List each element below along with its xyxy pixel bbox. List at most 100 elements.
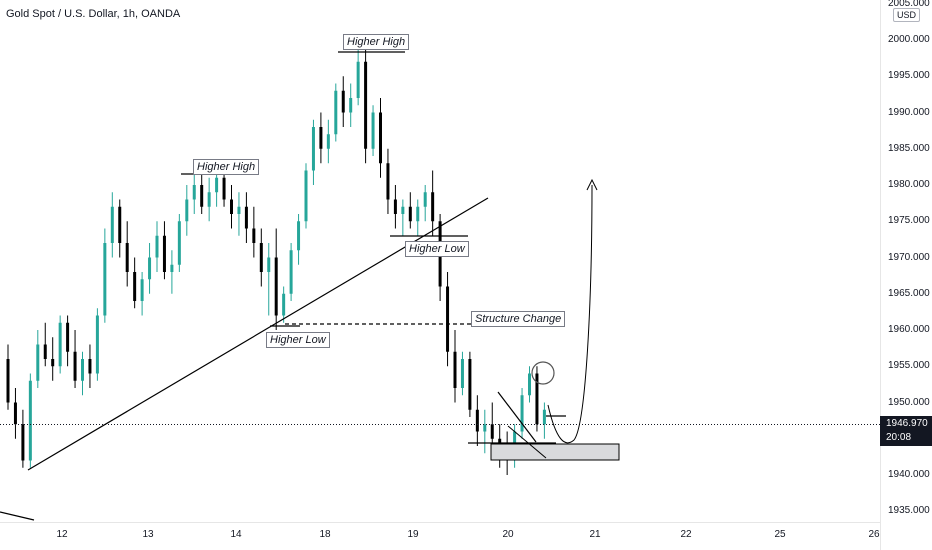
candle-body	[58, 322, 62, 367]
candle-body	[453, 351, 457, 388]
candle-body	[95, 315, 99, 374]
structure-change-label: Structure Change	[471, 311, 566, 327]
candle-body	[386, 163, 390, 200]
candle-body	[81, 359, 84, 381]
candle-body	[252, 228, 256, 243]
candle-body	[446, 286, 450, 352]
price-axis[interactable]: 2005.000 2000.000 1995.000 1990.000 1985.000…	[880, 0, 932, 550]
candle-body	[21, 424, 25, 461]
price-tick-label: 1995.000	[888, 70, 930, 82]
chart-area[interactable]: Gold Spot / U.S. Dollar, 1h, OANDA Highe…	[0, 0, 880, 522]
candle-body	[282, 293, 286, 316]
price-tick-label: 2000.000	[888, 34, 930, 45]
price-tick-label: 1950.000	[888, 396, 930, 408]
candle-body	[319, 127, 323, 149]
candle-body	[155, 235, 159, 258]
candle-body	[170, 264, 174, 272]
candle-body	[483, 424, 487, 432]
candle-body	[431, 192, 435, 222]
bar-countdown: 20:08	[886, 432, 912, 443]
candle-body	[289, 250, 293, 294]
candle-body	[416, 206, 420, 222]
candle-body	[535, 373, 539, 425]
price-tick-label: 1935.000	[888, 505, 930, 517]
candle-body	[341, 90, 345, 113]
candle-body	[326, 134, 330, 149]
price-tick-label: 1970.000	[888, 251, 930, 263]
highlight-circle	[531, 361, 555, 385]
candle-body	[133, 272, 137, 301]
candle-body	[297, 221, 301, 251]
symbol-title: Gold Spot / U.S. Dollar, 1h, OANDA	[6, 8, 181, 20]
candle-body	[542, 409, 546, 425]
candle-body	[371, 112, 375, 149]
candle-body	[148, 257, 152, 280]
current-price-label: 1946.970 20:08	[880, 416, 932, 446]
candle-body	[110, 206, 114, 243]
candle-body	[36, 344, 40, 381]
candle-body	[364, 61, 368, 149]
candle-body	[304, 170, 308, 222]
candle-body	[28, 380, 32, 461]
candle-body	[43, 344, 47, 359]
time-tick-label: 19	[407, 529, 419, 540]
candle-body	[200, 185, 204, 207]
wedge-line-lower	[507, 425, 547, 459]
time-tick-label: 12	[56, 529, 68, 540]
candle-body	[468, 359, 472, 410]
demand-zone	[490, 443, 620, 461]
candle-body	[356, 61, 360, 98]
time-tick-label: 18	[319, 529, 331, 540]
price-tick-label: 1965.000	[888, 287, 930, 299]
currency-badge[interactable]: USD	[893, 8, 921, 22]
candle-body	[185, 199, 189, 222]
candle-body	[408, 206, 412, 222]
higher-low-label-2: Higher Low	[405, 241, 469, 257]
candle-body	[401, 206, 405, 214]
candle-body	[103, 243, 107, 316]
candle-body	[311, 127, 315, 171]
time-tick-label: 20	[502, 529, 514, 540]
candle-body	[490, 424, 494, 439]
price-tick-label: 1955.000	[888, 360, 930, 372]
candle-body	[460, 359, 464, 388]
candle-body	[162, 235, 166, 272]
candle-body	[51, 359, 55, 367]
price-tick-label: 1940.000	[888, 469, 930, 480]
price-tick-label: 1985.000	[888, 142, 930, 154]
candle-body	[13, 402, 17, 425]
candle-body	[349, 98, 353, 113]
wedge-line-upper	[497, 391, 537, 443]
price-tick-label: 1975.000	[888, 215, 930, 227]
candle-body	[88, 359, 92, 374]
candle-body	[520, 395, 524, 432]
price-tick-label: 2005.000	[888, 0, 930, 9]
candle-body	[274, 257, 278, 316]
price-chart[interactable]	[0, 0, 880, 522]
trendline-fragment	[0, 511, 35, 521]
candle-body	[475, 409, 479, 432]
time-tick-label: 22	[680, 529, 692, 540]
higher-high-label-2: Higher High	[343, 34, 410, 50]
price-tick-label: 1980.000	[888, 179, 930, 190]
candle-body	[222, 177, 226, 200]
time-axis[interactable]: 12 13 14 18 19 20 21 22 25 26	[0, 522, 880, 550]
candle-body	[393, 199, 397, 214]
candle-body	[423, 192, 427, 207]
candle-body	[192, 185, 196, 200]
higher-high-label-1: Higher High	[193, 159, 260, 175]
candle-body	[267, 257, 271, 272]
higher-low-label-1: Higher Low	[266, 332, 330, 348]
time-tick-label: 25	[774, 529, 786, 540]
candle-body	[6, 359, 10, 403]
projection-path	[547, 184, 593, 444]
candle-body	[215, 177, 219, 193]
candle-body	[334, 90, 338, 135]
time-tick-label: 21	[589, 529, 601, 540]
time-tick-label: 26	[868, 529, 880, 540]
candle-body	[379, 112, 382, 164]
candle-body	[244, 206, 248, 229]
time-tick-label: 14	[230, 529, 242, 540]
candle-body	[118, 206, 122, 243]
candle-body	[140, 279, 144, 301]
